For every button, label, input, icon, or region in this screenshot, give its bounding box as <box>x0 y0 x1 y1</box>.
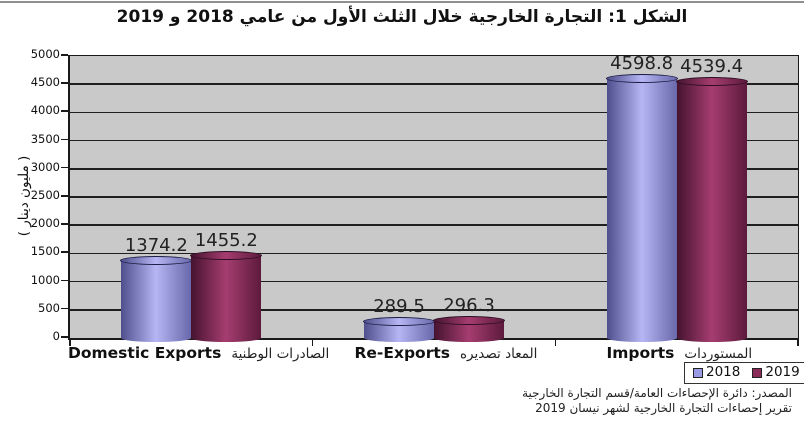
value-label-2019-domestic-exports: 1455.2 <box>194 229 258 251</box>
gridline-3000 <box>70 168 798 170</box>
y-tick-mark-5000 <box>61 54 68 56</box>
legend-label-2018: 2018 <box>706 364 741 381</box>
gridline-2500 <box>70 196 798 198</box>
x-tick-mark-3 <box>797 340 799 346</box>
bar-top-ellipse <box>605 73 678 83</box>
bar-2019-re-exports <box>433 316 505 342</box>
x-category-label-en: Re-Exports <box>354 344 450 362</box>
y-tick-label-4000: 4000 <box>30 103 60 118</box>
y-tick-mark-4500 <box>61 82 68 84</box>
y-tick-label-4500: 4500 <box>30 75 60 90</box>
y-tick-mark-3500 <box>61 138 68 141</box>
bar-base-ellipse <box>606 334 677 342</box>
x-category-label-re-exports: Re-Exports المعاد تصديره <box>329 344 562 362</box>
gridline-4000 <box>70 111 798 114</box>
y-tick-mark-500 <box>61 307 68 310</box>
value-label-2019-imports: 4539.4 <box>680 55 744 77</box>
y-tick-label-1500: 1500 <box>30 244 60 259</box>
value-label-2018-re-exports: 289.5 <box>373 295 425 317</box>
gridline-3500 <box>70 139 798 142</box>
y-tick-label-5000: 5000 <box>30 47 60 61</box>
x-axis-labels: Domestic Exports الصادرات الوطنية Re-Expor… <box>68 344 796 362</box>
x-category-label-ar: المعاد تصديره <box>459 346 538 362</box>
value-label-2019-re-exports: 296.3 <box>443 295 495 317</box>
y-tick-mark-2500 <box>61 195 68 197</box>
x-category-label-domestic-exports: Domestic Exports الصادرات الوطنية <box>68 344 329 362</box>
source-line-1: المصدر: دائرة الإحصاءات العامة/قسم التجا… <box>522 386 792 400</box>
y-tick-label-2500: 2500 <box>30 188 60 202</box>
bar-top-ellipse <box>363 316 435 326</box>
bar-2019-imports <box>675 76 748 342</box>
bar-top-ellipse <box>675 76 748 86</box>
legend-item-2019: 2019 <box>752 364 800 381</box>
x-tick-mark-1 <box>311 340 314 346</box>
bar-top-ellipse <box>190 250 263 260</box>
value-label-2018-imports: 4598.8 <box>610 52 674 74</box>
y-tick-label-0: 0 <box>52 329 60 343</box>
y-tick-label-3000: 3000 <box>30 159 60 174</box>
top-border-line <box>0 1 804 3</box>
y-tick-label-500: 500 <box>38 300 60 315</box>
legend-item-2018: 2018 <box>693 366 740 380</box>
gridline-500 <box>70 309 798 311</box>
gridline-1500 <box>70 252 798 255</box>
bar-base-ellipse <box>434 334 504 342</box>
y-tick-mark-4000 <box>61 110 68 112</box>
x-category-label-en: Imports <box>606 344 675 362</box>
gridline-2000 <box>70 224 798 226</box>
legend-swatch-2019 <box>752 368 763 378</box>
legend-label-2019: 2019 <box>765 364 800 381</box>
bar-top-ellipse <box>120 255 193 265</box>
y-tick-mark-1500 <box>61 251 68 253</box>
gridline-4500 <box>70 83 798 85</box>
y-tick-mark-2000 <box>61 223 68 225</box>
y-tick-mark-1000 <box>61 279 68 282</box>
x-tick-mark-0 <box>69 340 71 346</box>
y-tick-label-3500: 3500 <box>30 131 60 146</box>
value-label-2018-domestic-exports: 1374.2 <box>124 234 188 256</box>
source-line-2: تقرير إحصاءات التجارة الخارجية لشهر نيسا… <box>535 401 792 415</box>
bar-base-ellipse <box>364 334 434 342</box>
plot-area: 1374.2 1455.2 289.5 296.3 4598.8 4539.4 <box>68 52 799 346</box>
y-tick-label-2000: 2000 <box>30 216 60 231</box>
x-category-label-ar: الصادرات الوطنية <box>231 346 330 362</box>
legend: 2018 2019 <box>684 362 804 384</box>
y-tick-mark-3000 <box>61 166 68 169</box>
bar-2018-imports <box>605 73 678 342</box>
x-category-label-en: Domestic Exports <box>68 344 222 362</box>
bar-top-ellipse <box>433 316 505 326</box>
y-tick-mark-0 <box>61 336 68 338</box>
bar-base-ellipse <box>676 334 747 342</box>
x-tick-mark-2 <box>554 340 557 346</box>
legend-swatch-2018 <box>693 368 703 378</box>
source-note: المصدر: دائرة الإحصاءات العامة/قسم التجا… <box>522 386 792 416</box>
x-category-label-imports: Imports المستوردات <box>563 344 796 362</box>
bar-2019-domestic-exports <box>190 250 263 342</box>
x-category-label-ar: المستوردات <box>684 346 753 362</box>
bar-2018-domestic-exports <box>120 255 193 342</box>
bar-base-ellipse <box>191 334 262 342</box>
gridline-1000 <box>70 280 798 283</box>
bar-2018-re-exports <box>363 316 435 342</box>
chart-title: الشكل 1: التجارة الخارجية خلال الثلث الأ… <box>116 7 688 27</box>
bar-base-ellipse <box>121 334 192 342</box>
y-tick-label-1000: 1000 <box>30 272 60 287</box>
